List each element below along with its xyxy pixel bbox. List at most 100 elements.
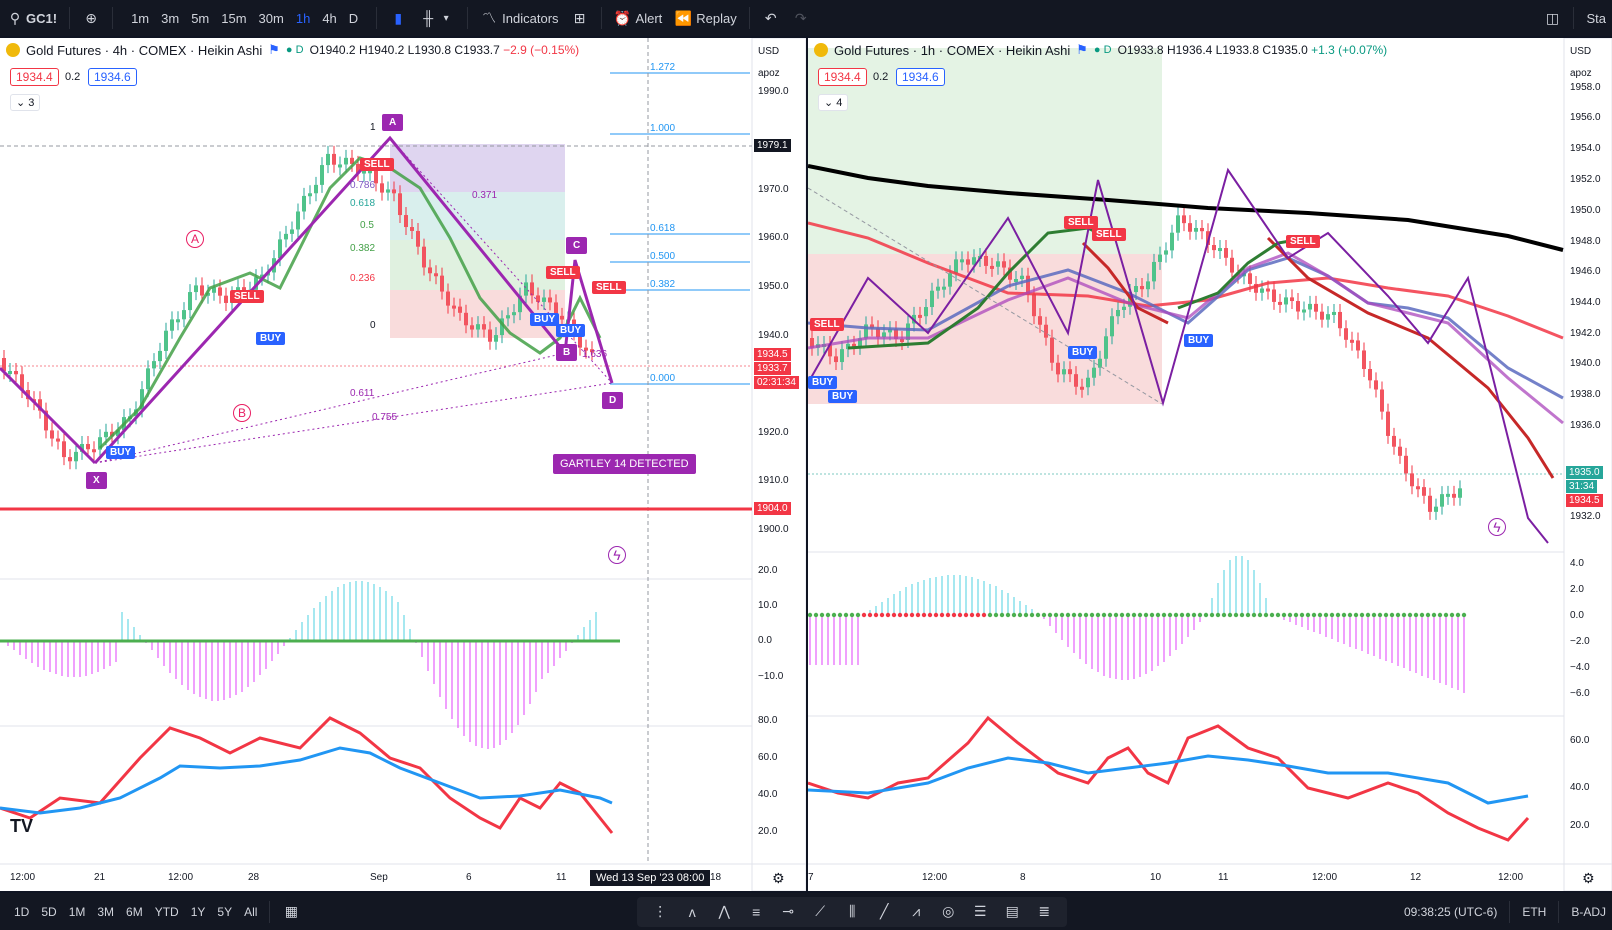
xabcd-icon[interactable]: ⩘ (912, 903, 921, 919)
left-ask[interactable]: 1934.6 (88, 68, 137, 86)
settings-icon[interactable]: ⚙ (1582, 870, 1595, 886)
zero-dot (1113, 612, 1119, 618)
lightning-icon[interactable]: ϟ (608, 546, 626, 564)
alert-button[interactable]: ⏰ Alert (608, 0, 669, 36)
drag-handle-icon[interactable]: ⋮ (653, 903, 668, 919)
axis-tick: 7 (808, 872, 814, 883)
chart-type-button[interactable]: ▮ (383, 0, 413, 36)
timeframe-1m[interactable]: 1m (131, 10, 150, 26)
redo-button[interactable]: ↷ (786, 0, 816, 36)
hline-icon[interactable]: ⊸ (782, 903, 795, 919)
price-scale[interactable] (751, 38, 806, 891)
candle (482, 324, 486, 330)
lightning-icon[interactable]: ϟ (1488, 518, 1506, 536)
candle (1446, 493, 1450, 497)
wave-label-a: A (186, 230, 204, 248)
range-ytd[interactable]: YTD (154, 904, 179, 919)
candle (584, 347, 588, 351)
trade-line (808, 187, 1163, 405)
position-icon[interactable]: ▤ (1005, 903, 1019, 919)
candle (1122, 306, 1126, 310)
fib-spiral-icon[interactable]: ◎ (942, 903, 955, 919)
adjust-toggle[interactable]: B-ADJ (1571, 904, 1606, 919)
bar-style-button[interactable]: ╫ ▾ (413, 0, 461, 36)
left-bid[interactable]: 1934.4 (10, 68, 59, 86)
candle (876, 328, 880, 338)
last-price-2: 1933.7 (754, 362, 791, 375)
buy-signal: BUY (530, 313, 560, 326)
indicators-button[interactable]: 〽 Indicators (474, 0, 564, 36)
bars-pattern-icon[interactable]: ⫼ (848, 903, 856, 919)
save-button[interactable]: Sta (1580, 0, 1612, 36)
symbol-label: GC1! (26, 10, 58, 26)
timeframe-4h[interactable]: 4h (322, 10, 337, 26)
zero-dot (1329, 612, 1335, 618)
range-3m[interactable]: 3M (97, 904, 115, 919)
right-ask[interactable]: 1934.6 (896, 68, 945, 86)
range-all[interactable]: All (244, 904, 258, 919)
candle (194, 285, 198, 293)
fib-channel-icon[interactable]: ☰ (973, 903, 987, 919)
right-chart-pane[interactable]: Gold Futures · 1h · COMEX · Heikin Ashi … (808, 38, 1612, 891)
candle (1152, 261, 1156, 282)
range-5y[interactable]: 5Y (217, 904, 233, 919)
compare-button[interactable]: ⊕ (76, 0, 106, 36)
undo-button[interactable]: ↶ (756, 0, 786, 36)
candle (846, 343, 850, 350)
goto-date-button[interactable]: ▦ (276, 894, 306, 930)
candle (92, 449, 96, 453)
candle (308, 193, 312, 197)
flag-icon: ⚑ (268, 42, 280, 57)
trendline-icon[interactable]: ╱ (879, 903, 889, 919)
left-collapse[interactable]: ⌄ 3 (10, 94, 41, 111)
left-legend[interactable]: Gold Futures · 4h · COMEX · Heikin Ashi … (6, 42, 579, 58)
candle (44, 410, 48, 431)
settings-icon[interactable]: ⚙ (772, 870, 785, 886)
symbol-search[interactable]: ⚲ GC1! (0, 0, 63, 36)
candle (320, 165, 324, 185)
templates-button[interactable]: ⊞ (565, 0, 595, 36)
candle (458, 306, 462, 313)
abc-pattern-icon[interactable]: ⋀ (718, 903, 730, 919)
candle (882, 332, 886, 338)
range-1d[interactable]: 1D (14, 904, 30, 919)
range-6m[interactable]: 6M (126, 904, 143, 919)
more-tools-icon[interactable]: ≣ (1038, 903, 1051, 919)
left-scale-mode[interactable]: apoz (758, 68, 780, 79)
price-scale[interactable] (1563, 38, 1612, 891)
fib-icon[interactable]: ≡ (752, 903, 761, 920)
timeframe-30m[interactable]: 30m (258, 10, 284, 26)
timeframe-5m[interactable]: 5m (191, 10, 210, 26)
timeframe-D[interactable]: D (348, 10, 359, 26)
range-1y[interactable]: 1Y (190, 904, 206, 919)
timeframe-3m[interactable]: 3m (161, 10, 180, 26)
candle (158, 350, 162, 362)
zero-dot (1371, 612, 1377, 618)
timeframe-1h[interactable]: 1h (295, 10, 311, 26)
right-scale-mode[interactable]: apoz (1570, 68, 1592, 79)
right-bid[interactable]: 1934.4 (818, 68, 867, 86)
left-chart-pane[interactable]: Gold Futures · 4h · COMEX · Heikin Ashi … (0, 38, 806, 891)
right-legend[interactable]: Gold Futures · 1h · COMEX · Heikin Ashi … (814, 42, 1387, 58)
range-1m[interactable]: 1M (68, 904, 86, 919)
right-collapse[interactable]: ⌄ 4 (818, 94, 849, 111)
range-5d[interactable]: 5D (41, 904, 57, 919)
candle (428, 267, 432, 274)
axis-tick: 60.0 (758, 752, 778, 763)
timeframe-15m[interactable]: 15m (221, 10, 247, 26)
left-currency[interactable]: USD (758, 46, 780, 57)
clock[interactable]: 09:38:25 (UTC-6) (1403, 904, 1498, 919)
right-currency[interactable]: USD (1570, 46, 1592, 57)
fib-zone-low (390, 240, 565, 290)
candle (948, 273, 952, 287)
zero-dot (1407, 612, 1413, 618)
elliott-wave-icon[interactable]: ʌ (688, 903, 696, 920)
replay-button[interactable]: ⏪ Replay (668, 0, 742, 36)
ray-icon[interactable]: ⟋ (815, 903, 826, 919)
axis-tick: −4.0 (1570, 662, 1590, 673)
session-toggle[interactable]: ETH (1522, 904, 1547, 919)
candle (1002, 261, 1006, 268)
layout-button[interactable]: ◫ (1537, 0, 1567, 36)
zero-dot (1389, 612, 1395, 618)
axis-tick: 21 (94, 872, 106, 883)
